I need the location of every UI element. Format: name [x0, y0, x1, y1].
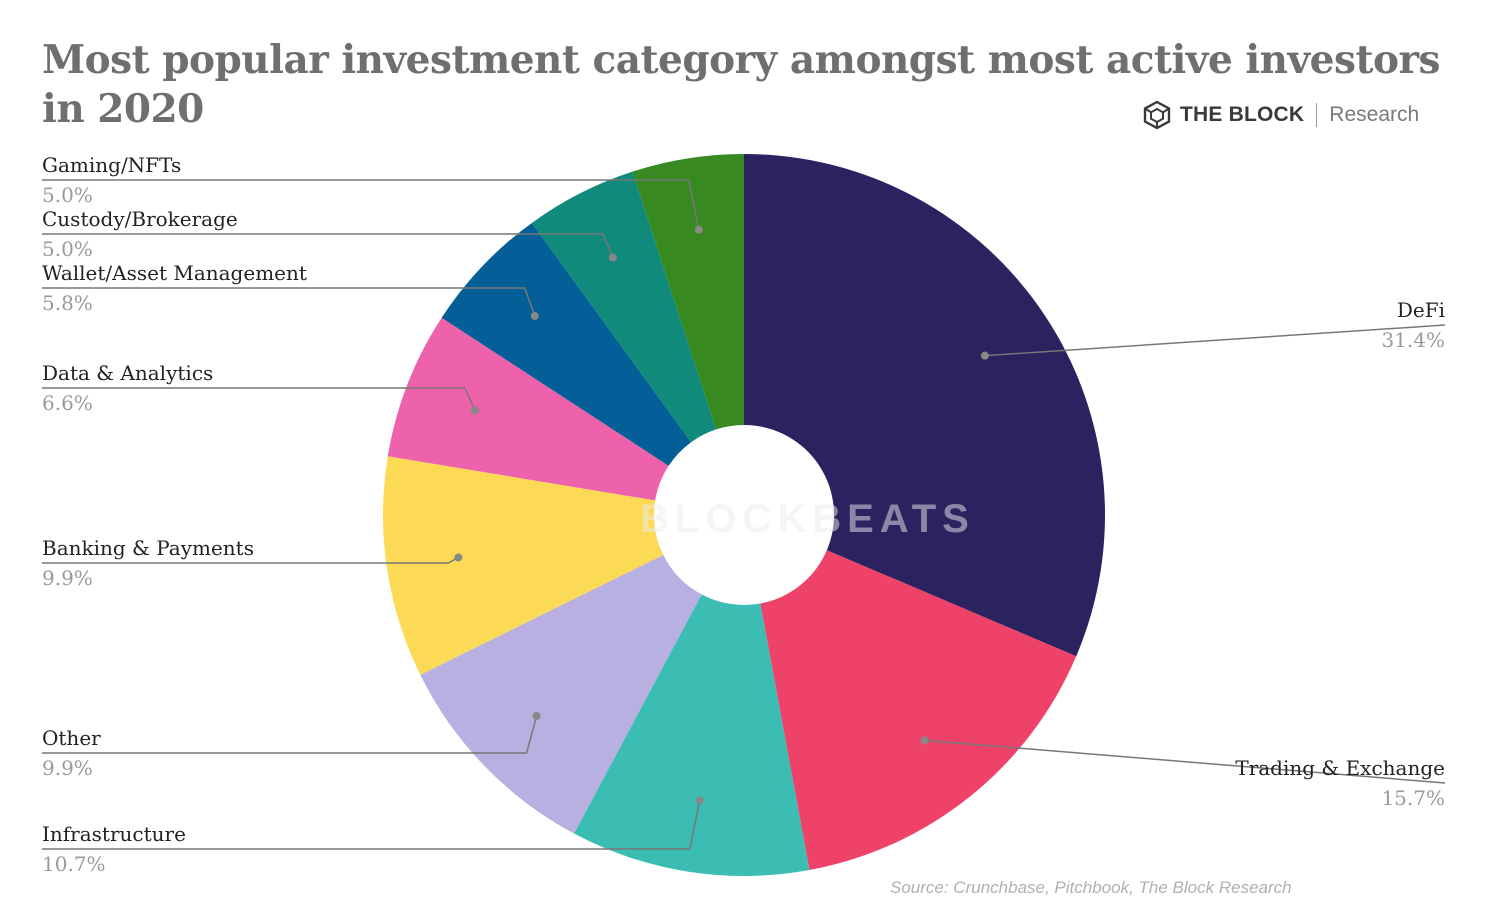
chart-title: Most popular investment category amongst… [42, 37, 1440, 132]
slice-data-analytics [387, 317, 669, 501]
chart-slices [382, 154, 1105, 876]
leader-dot-custody-brokerage [608, 253, 617, 262]
value-gaming-nfts: 5.0% [42, 183, 93, 207]
brand-logo: THE BLOCK Research [1142, 98, 1419, 132]
leader-line-custody-brokerage [42, 233, 614, 258]
label-custody-brokerage: Custody/Brokerage [42, 207, 238, 231]
slice-infrastructure [574, 594, 810, 876]
slice-defi [744, 154, 1105, 657]
leader-dot-gaming-nfts [694, 225, 703, 234]
label-gaming-nfts: Gaming/NFTs [42, 153, 181, 177]
value-wallet-asset-management: 5.8% [42, 291, 93, 315]
label-other: Other [42, 726, 101, 750]
leader-line-wallet-asset-management [42, 287, 536, 317]
value-trading-exchange: 15.7% [1381, 786, 1445, 810]
slice-trading-exchange [760, 550, 1077, 871]
cube-icon [1143, 100, 1171, 130]
leader-dot-infrastructure [695, 796, 704, 805]
label-data-analytics: Data & Analytics [42, 361, 213, 385]
label-infrastructure: Infrastructure [42, 822, 186, 846]
brand-divider [1316, 103, 1318, 127]
chart-leader-lines [42, 179, 1446, 850]
leader-dot-defi [980, 351, 989, 360]
value-data-analytics: 6.6% [42, 391, 93, 415]
slice-banking-payments [382, 456, 664, 675]
leader-dot-trading-exchange [920, 736, 929, 745]
leader-line-gaming-nfts [42, 179, 700, 230]
leader-dot-wallet-asset-management [530, 311, 539, 320]
leader-line-defi [984, 324, 1446, 357]
leader-line-infrastructure [42, 800, 701, 850]
label-trading-exchange: Trading & Exchange [1235, 756, 1445, 780]
leader-line-data-analytics [42, 387, 476, 411]
value-custody-brokerage: 5.0% [42, 237, 93, 261]
leader-line-trading-exchange [924, 739, 1446, 784]
leader-line-other [42, 715, 538, 754]
value-defi: 31.4% [1381, 328, 1445, 352]
leader-dot-banking-payments [454, 553, 463, 562]
slice-custody-brokerage [531, 171, 717, 443]
label-wallet-asset-management: Wallet/Asset Management [42, 261, 307, 285]
brand-subtitle: Research [1329, 103, 1420, 126]
value-banking-payments: 9.9% [42, 566, 93, 590]
chart-labels: DeFi 31.4% Trading & Exchange 15.7% Infrastr… [42, 153, 1445, 876]
source-note: Source: Crunchbase, Pitchbook, The Block… [890, 878, 1292, 897]
slice-wallet-asset-management [441, 222, 692, 466]
leader-dot-other [532, 711, 541, 720]
slice-other [420, 554, 702, 834]
label-defi: DeFi [1397, 298, 1445, 322]
watermark-text: BLOCKBEATS [640, 497, 975, 541]
leader-dot-data-analytics [470, 406, 479, 415]
brand-name: THE BLOCK [1180, 103, 1305, 126]
value-other: 9.9% [42, 756, 93, 780]
value-infrastructure: 10.7% [42, 852, 106, 876]
slice-gaming-nfts [632, 154, 744, 430]
label-banking-payments: Banking & Payments [42, 536, 254, 560]
